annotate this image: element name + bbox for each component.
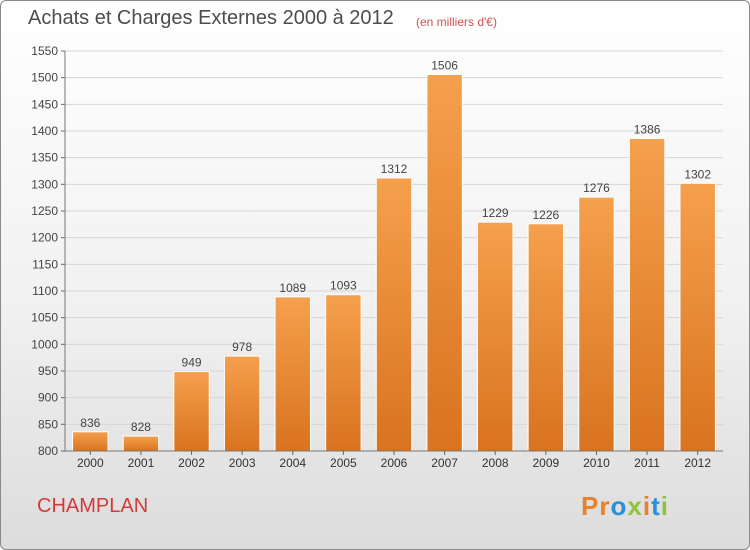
- bar-2012: [679, 182, 716, 452]
- ytick-label: 1000: [31, 337, 58, 351]
- logo-letter: t: [651, 491, 661, 521]
- xtick-label-2012: 2012: [684, 456, 711, 470]
- data-label-2008: 1229: [482, 206, 509, 220]
- ytick-label: 1150: [32, 257, 58, 271]
- ytick-label: 1250: [31, 204, 58, 218]
- ytick-label: 1050: [31, 311, 58, 325]
- ytick-label: 1400: [31, 124, 58, 138]
- xtick-label-2004: 2004: [279, 456, 306, 470]
- chart-title: Achats et Charges Externes 2000 à 2012: [28, 7, 394, 29]
- bar-2006: [375, 177, 413, 452]
- xtick-label-2010: 2010: [583, 456, 610, 470]
- logo-letter: r: [599, 491, 611, 521]
- xtick-label-2011: 2011: [634, 456, 660, 470]
- logo-letter: P: [581, 491, 600, 521]
- logo-letter: x: [627, 491, 643, 521]
- bars-layer: [72, 73, 716, 452]
- xtick-label-2001: 2001: [128, 456, 155, 470]
- data-label-2012: 1302: [684, 167, 711, 181]
- commune-name: CHAMPLAN: [37, 495, 149, 517]
- ytick-label: 800: [38, 444, 58, 458]
- xtick-label-2003: 2003: [229, 456, 256, 470]
- logo-letter: o: [610, 491, 628, 521]
- ytick-label: 1350: [31, 151, 58, 165]
- chart-subtitle: (en milliers d'€): [416, 15, 497, 29]
- bar-2010: [578, 196, 615, 452]
- bar-2007: [426, 73, 463, 452]
- ytick-label: 900: [38, 391, 58, 405]
- bar-chart: 836 828 949 978 1089 1093 1312 1506 1229 1226 1276…: [31, 44, 723, 470]
- bar-2008: [477, 221, 514, 452]
- xtick-label-2002: 2002: [178, 456, 205, 470]
- logo-letter: i: [660, 491, 669, 521]
- ytick-label: 1500: [31, 71, 58, 85]
- ytick-label: 1300: [31, 177, 58, 191]
- axis-layer: 800 850 900 950 1000 1050 1100 1150 1200 1250 1300…: [31, 44, 723, 470]
- data-label-2010: 1276: [583, 181, 610, 195]
- ytick-label: 850: [38, 417, 58, 431]
- data-label-2006: 1312: [381, 162, 408, 176]
- xtick-label-2007: 2007: [431, 456, 458, 470]
- bar-2009: [527, 223, 565, 452]
- xtick-label-2006: 2006: [381, 456, 408, 470]
- data-label-2009: 1226: [532, 208, 559, 222]
- bar-2004: [274, 296, 311, 452]
- xtick-label-2009: 2009: [532, 456, 559, 470]
- logo-letter: i: [642, 491, 652, 521]
- xtick-label-2000: 2000: [77, 456, 104, 470]
- ytick-label: 1100: [32, 284, 58, 298]
- bar-2003: [223, 355, 261, 452]
- ytick-label: 1550: [31, 44, 58, 58]
- data-label-2002: 949: [182, 356, 202, 370]
- bar-2005: [325, 294, 362, 452]
- bar-2002: [173, 371, 210, 452]
- ytick-label: 950: [38, 364, 58, 378]
- data-label-2004: 1089: [279, 281, 306, 295]
- bar-2000: [72, 431, 109, 452]
- data-label-2007: 1506: [431, 58, 458, 72]
- ytick-label: 1450: [31, 97, 58, 111]
- data-label-2003: 978: [232, 340, 252, 354]
- data-label-2000: 836: [80, 416, 100, 430]
- ytick-label: 1200: [31, 231, 58, 245]
- data-label-2001: 828: [131, 420, 151, 434]
- data-label-2005: 1093: [330, 279, 357, 293]
- xtick-label-2008: 2008: [482, 456, 509, 470]
- labels-layer: 836 828 949 978 1089 1093 1312 1506 1229 1226 1276…: [80, 58, 711, 434]
- bar-2001: [122, 435, 160, 452]
- data-label-2011: 1386: [634, 122, 661, 136]
- bar-2011: [628, 137, 666, 452]
- xtick-label-2005: 2005: [330, 456, 357, 470]
- proxiti-logo: Proxiti: [581, 491, 669, 522]
